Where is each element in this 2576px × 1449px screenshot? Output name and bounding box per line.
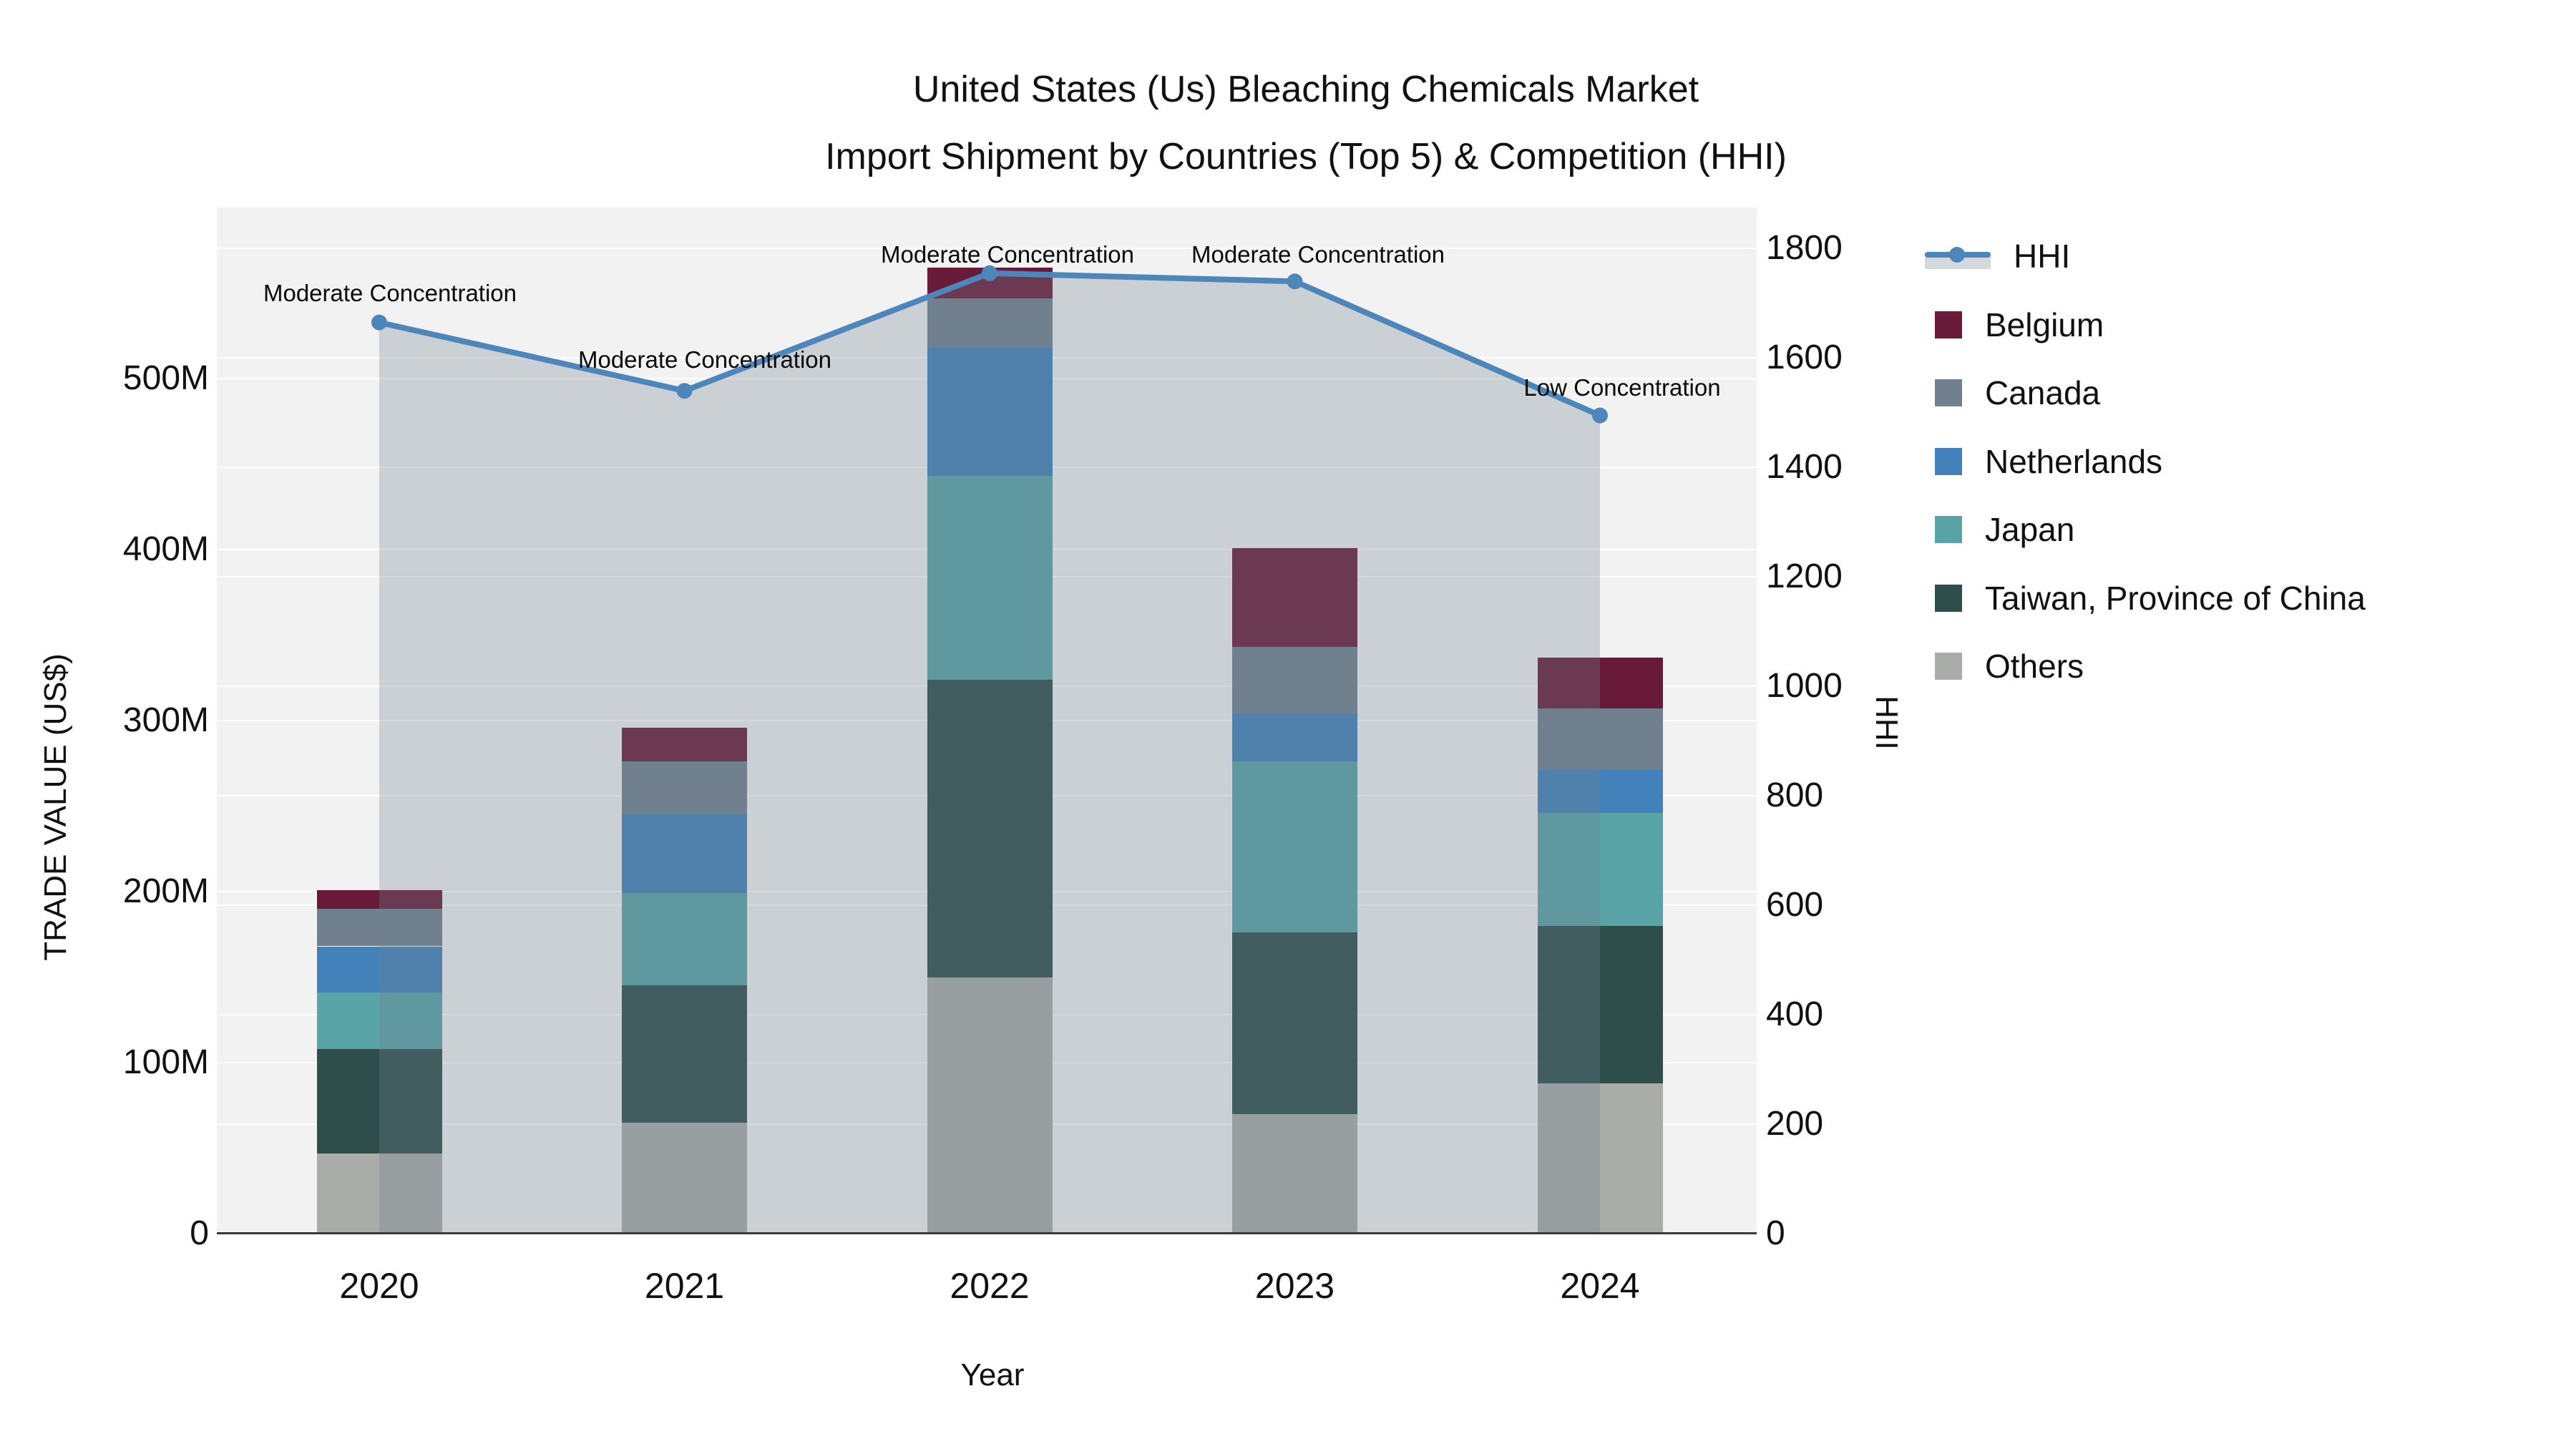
legend-label: Taiwan, Province of China bbox=[1985, 579, 2366, 617]
bar-segment-2022-canada bbox=[927, 298, 1053, 348]
bar-segment-2024-others bbox=[1537, 1083, 1663, 1234]
legend-label: Others bbox=[1985, 648, 2084, 685]
bar-segment-2022-belgium bbox=[927, 267, 1053, 298]
bar-segment-2024-japan bbox=[1537, 813, 1663, 926]
legend-label: Belgium bbox=[1985, 306, 2104, 343]
bar-segment-2020-netherlands bbox=[316, 946, 442, 993]
y-right-tick-200: 200 bbox=[1766, 1105, 1824, 1143]
y-right-tick-1000: 1000 bbox=[1766, 667, 1843, 706]
legend-swatch-icon bbox=[1935, 447, 1962, 475]
y-left-tick-500M: 500M bbox=[122, 359, 209, 397]
bar-segment-2023-others bbox=[1232, 1113, 1357, 1234]
legend-label: Japan bbox=[1985, 511, 2075, 548]
y-right-tick-1600: 1600 bbox=[1766, 338, 1843, 377]
legend-item-hhi[interactable]: HHI bbox=[1925, 222, 2070, 291]
y-left-tick-300M: 300M bbox=[122, 701, 209, 739]
bar-segment-2021-others bbox=[622, 1122, 747, 1234]
bar-segment-2022-others bbox=[927, 977, 1053, 1234]
bar-segment-2021-belgium bbox=[622, 727, 747, 762]
legend-swatch-icon bbox=[1935, 516, 1962, 543]
x-tick-2022: 2022 bbox=[950, 1266, 1030, 1306]
annotation-2020: Moderate Concentration bbox=[263, 280, 517, 306]
legend-swatch-icon bbox=[1935, 311, 1962, 338]
y-right-tick-600: 600 bbox=[1766, 886, 1824, 924]
x-tick-2021: 2021 bbox=[644, 1266, 725, 1306]
hhi-marker-2024 bbox=[1592, 407, 1608, 424]
hhi-marker-2023 bbox=[1287, 273, 1303, 290]
bar-segment-2024-belgium bbox=[1537, 657, 1663, 709]
legend-item-belgium[interactable]: Belgium bbox=[1925, 291, 2104, 359]
chart-title: United States (Us) Bleaching Chemicals M… bbox=[825, 56, 1787, 190]
legend-swatch-icon bbox=[1935, 379, 1962, 406]
x-tick-2024: 2024 bbox=[1560, 1266, 1640, 1306]
bar-segment-2020-taiwan-province-of-china bbox=[316, 1048, 442, 1153]
bar-segment-2020-belgium bbox=[316, 889, 442, 909]
legend-swatch-icon bbox=[1935, 653, 1962, 680]
bar-segment-2023-belgium bbox=[1232, 547, 1357, 648]
annotation-2024: Low Concentration bbox=[1523, 374, 1721, 401]
legend-item-others[interactable]: Others bbox=[1925, 632, 2084, 701]
chart-title-line1: United States (Us) Bleaching Chemicals M… bbox=[912, 69, 1699, 110]
y-right-tick-1800: 1800 bbox=[1766, 229, 1843, 268]
bar-segment-2024-canada bbox=[1537, 708, 1663, 771]
bar-segment-2023-taiwan-province-of-china bbox=[1232, 932, 1357, 1114]
legend-label: Canada bbox=[1985, 374, 2101, 411]
annotation-2021: Moderate Concentration bbox=[577, 346, 832, 373]
legend-label: Netherlands bbox=[1985, 442, 2163, 480]
legend-item-japan[interactable]: Japan bbox=[1925, 495, 2074, 564]
bar-segment-2021-netherlands bbox=[622, 814, 747, 894]
bar-segment-2021-canada bbox=[622, 761, 747, 815]
annotation-2022: Moderate Concentration bbox=[880, 241, 1135, 268]
bar-segment-2023-japan bbox=[1232, 761, 1357, 933]
bar-segment-2022-japan bbox=[927, 476, 1053, 680]
legend-swatch-icon bbox=[1935, 584, 1962, 612]
y-right-tick-800: 800 bbox=[1766, 776, 1824, 815]
legend-label: HHI bbox=[2014, 238, 2071, 275]
y-left-tick-400M: 400M bbox=[122, 530, 209, 568]
y-right-tick-400: 400 bbox=[1766, 995, 1824, 1034]
y-right-tick-0: 0 bbox=[1766, 1214, 1785, 1252]
x-axis-line bbox=[217, 1232, 1757, 1234]
x-tick-2020: 2020 bbox=[339, 1266, 419, 1306]
bar-segment-2020-canada bbox=[316, 908, 442, 947]
annotation-2023: Moderate Concentration bbox=[1191, 241, 1445, 268]
bar-segment-2023-netherlands bbox=[1232, 713, 1357, 762]
y-left-tick-0: 0 bbox=[190, 1214, 209, 1252]
legend-item-canada[interactable]: Canada bbox=[1925, 358, 2100, 427]
bar-segment-2022-taiwan-province-of-china bbox=[927, 679, 1053, 977]
hhi-marker-2021 bbox=[676, 383, 693, 399]
bar-segment-2020-others bbox=[316, 1153, 442, 1234]
y-right-tick-1200: 1200 bbox=[1766, 557, 1843, 596]
x-tick-2023: 2023 bbox=[1254, 1266, 1335, 1306]
bar-segment-2021-taiwan-province-of-china bbox=[622, 985, 747, 1123]
plot-area bbox=[217, 208, 1757, 1234]
y-left-tick-200M: 200M bbox=[122, 872, 209, 910]
chart-title-line2: Import Shipment by Countries (Top 5) & C… bbox=[825, 136, 1787, 177]
y-left-axis-title: TRADE VALUE (US$) bbox=[38, 653, 73, 961]
bar-segment-2024-netherlands bbox=[1537, 770, 1663, 814]
legend-item-netherlands[interactable]: Netherlands bbox=[1925, 427, 2162, 496]
y-right-axis-title: HHI bbox=[1869, 696, 1904, 750]
bar-segment-2021-japan bbox=[622, 893, 747, 986]
legend-item-taiwan-province-of-china[interactable]: Taiwan, Province of China bbox=[1925, 564, 2366, 633]
x-axis-title: Year bbox=[960, 1357, 1025, 1392]
y-right-tick-1400: 1400 bbox=[1766, 448, 1843, 487]
bar-segment-2022-netherlands bbox=[927, 347, 1053, 477]
y-left-tick-100M: 100M bbox=[122, 1043, 209, 1081]
hhi-line-swatch-icon bbox=[1925, 240, 1991, 272]
bar-segment-2020-japan bbox=[316, 992, 442, 1049]
gridline-hhi-1800 bbox=[217, 248, 1757, 250]
bar-segment-2024-taiwan-province-of-china bbox=[1537, 925, 1663, 1083]
hhi-marker-2020 bbox=[371, 314, 387, 331]
bar-segment-2023-canada bbox=[1232, 647, 1357, 714]
